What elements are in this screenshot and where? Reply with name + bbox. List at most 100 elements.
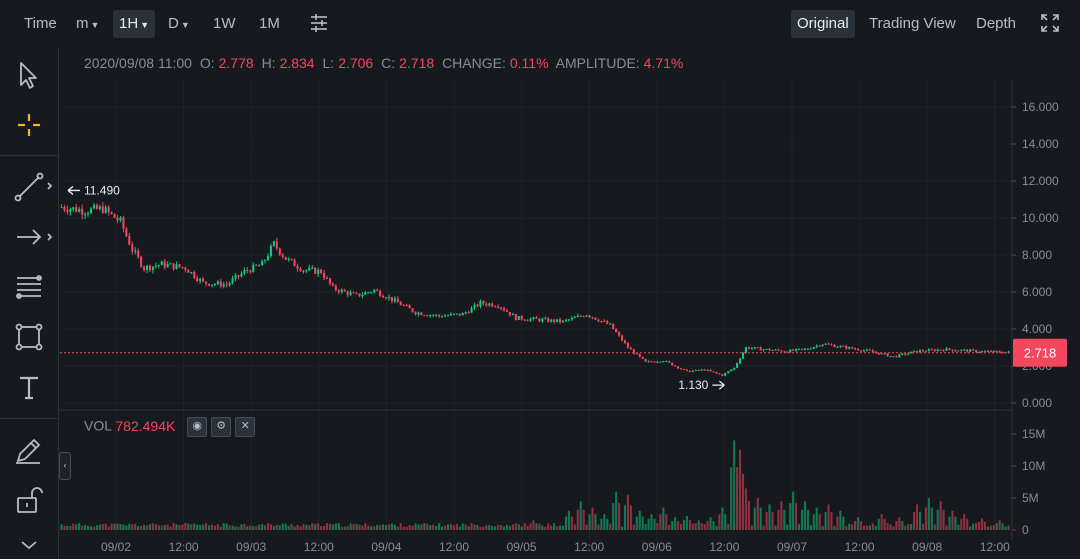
lock-icon[interactable] <box>12 483 46 517</box>
volume-bar <box>382 524 385 530</box>
volume-bar <box>346 526 349 530</box>
candle-body <box>638 353 641 357</box>
candle-body <box>553 319 556 322</box>
volume-bar <box>441 526 444 530</box>
volume-bar <box>889 524 892 530</box>
arrow-icon[interactable] <box>12 220 53 254</box>
candle-body <box>160 261 163 266</box>
interval-minutes[interactable]: m ▼ <box>76 10 99 38</box>
candle-body <box>172 263 175 269</box>
candle-body <box>207 283 211 286</box>
candle-body <box>148 265 152 271</box>
candle-body <box>615 329 618 333</box>
candle-body <box>621 335 624 341</box>
cursor-icon[interactable] <box>12 58 46 92</box>
interval-day[interactable]: D ▼ <box>168 10 190 38</box>
view-trading-view[interactable]: Trading View <box>869 15 956 32</box>
volume-bar <box>786 524 789 530</box>
candle-body <box>337 290 340 293</box>
time-tick-label: 12:00 <box>980 540 1010 554</box>
chevron-down-icon[interactable] <box>12 536 46 556</box>
trendline-icon[interactable] <box>12 170 53 204</box>
volume-bar <box>553 523 556 530</box>
volume-bar <box>597 524 600 530</box>
rectangle-icon[interactable] <box>12 320 46 354</box>
volume-bar <box>644 523 647 530</box>
time-tick-label: 09/03 <box>236 540 266 554</box>
candle-body <box>252 264 255 273</box>
volume-bar <box>783 509 786 530</box>
sliders-icon[interactable] <box>308 12 330 40</box>
candle-body <box>373 289 376 293</box>
volume-bar <box>629 505 632 530</box>
info-open: 2.778 <box>218 55 254 71</box>
volume-bar <box>854 521 857 530</box>
fullscreen-icon[interactable] <box>1040 13 1060 41</box>
volume-bar <box>762 525 765 530</box>
candle-body <box>417 312 420 315</box>
volume-bar <box>859 521 863 530</box>
candle-body <box>939 349 942 351</box>
volume-bar <box>865 525 868 530</box>
volume-bar <box>505 524 509 530</box>
eye-icon[interactable]: ◉ <box>187 417 208 437</box>
crosshair-icon[interactable] <box>12 108 46 142</box>
info-datetime: 2020/09/08 11:00 <box>84 55 192 71</box>
view-depth[interactable]: Depth <box>976 15 1017 32</box>
candle-body <box>293 259 296 267</box>
text-icon[interactable] <box>12 370 46 404</box>
volume-bar <box>526 525 529 530</box>
candle-body <box>314 267 317 274</box>
volume-bar <box>81 525 84 530</box>
interval-time[interactable]: Time <box>24 15 57 32</box>
volume-bar <box>502 526 506 530</box>
settings-icon[interactable]: ⚙ <box>211 417 232 437</box>
volume-bar <box>379 525 382 530</box>
volume-bar <box>685 515 688 530</box>
volume-bar <box>724 514 727 530</box>
volume-bar <box>951 510 954 530</box>
ohlc-info: 2020/09/08 11:00 O: 2.778 H: 2.834 L: 2.706… <box>84 55 687 71</box>
candle-body <box>140 256 143 267</box>
close-icon[interactable]: ✕ <box>235 417 256 437</box>
collapse-handle[interactable]: ‹ <box>59 452 71 480</box>
time-tick-label: 09/02 <box>101 540 131 554</box>
volume-bar <box>417 524 420 530</box>
volume-bar <box>871 523 874 530</box>
volume-bar <box>806 509 809 530</box>
candle-body <box>682 369 686 371</box>
pen-icon[interactable] <box>12 433 46 467</box>
candle-body <box>809 348 812 350</box>
candle-body <box>458 313 461 316</box>
volume-bar <box>680 523 683 530</box>
volume-bar <box>688 520 691 530</box>
volume-bar <box>293 526 296 530</box>
candle-body <box>721 374 724 376</box>
volume-bar <box>387 524 390 530</box>
fib-icon[interactable] <box>12 270 46 304</box>
candle-body <box>641 356 644 359</box>
volume-bar <box>435 526 438 530</box>
interval-1h[interactable]: 1H ▼ <box>113 10 156 38</box>
candle-body <box>848 347 851 349</box>
interval-1w[interactable]: 1W <box>213 15 236 32</box>
candle-body <box>594 317 597 320</box>
candle-body <box>895 356 898 358</box>
volume-bar <box>234 526 237 530</box>
candle-body <box>184 267 187 270</box>
volume-value: 782.494K <box>115 417 176 434</box>
candle-body <box>951 349 954 351</box>
candle-body <box>777 349 780 351</box>
info-amplitude-label: AMPLITUDE: <box>555 55 640 71</box>
volume-bar <box>323 525 326 530</box>
volume-bar <box>842 516 845 530</box>
volume-bar <box>759 507 762 530</box>
interval-1m[interactable]: 1M <box>259 15 280 32</box>
candle-body <box>854 348 857 350</box>
volume-bar <box>299 526 302 530</box>
volume-bar <box>202 524 205 530</box>
candle-body <box>86 213 90 215</box>
candle-body <box>92 204 95 209</box>
candle-body <box>703 369 706 371</box>
view-original[interactable]: Original <box>791 10 855 38</box>
